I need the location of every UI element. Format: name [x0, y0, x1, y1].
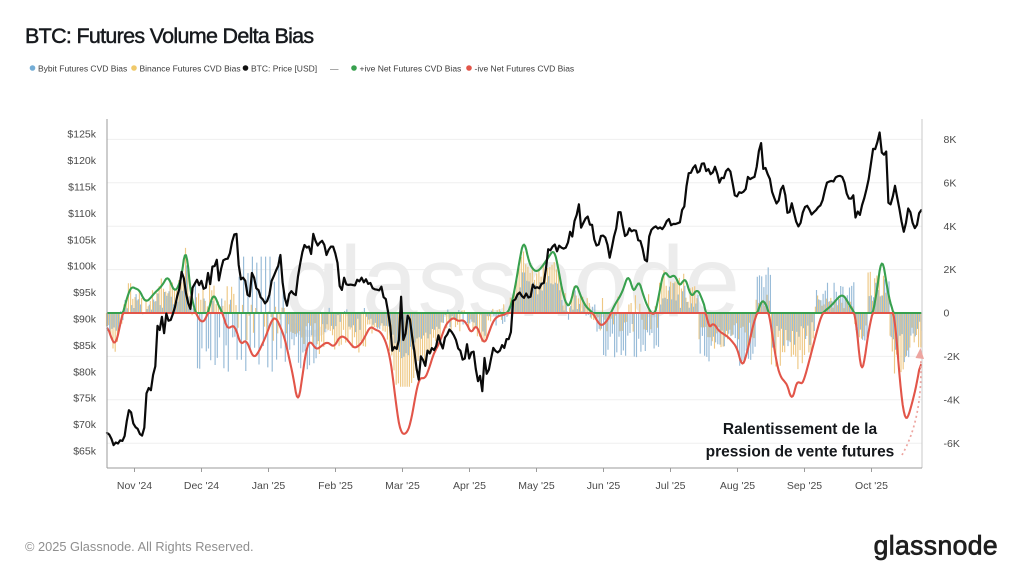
svg-text:glassnode: glassnode: [874, 531, 998, 561]
svg-text:$75k: $75k: [73, 393, 97, 405]
svg-text:0: 0: [944, 308, 950, 320]
svg-text:Jul '25: Jul '25: [655, 480, 685, 492]
svg-text:Ralentissement de la: Ralentissement de la: [723, 421, 878, 438]
svg-text:6K: 6K: [944, 177, 957, 189]
svg-text:BTC: Price [USD]: BTC: Price [USD]: [251, 64, 317, 74]
svg-text:$65k: $65k: [73, 446, 97, 458]
svg-text:+ive Net Futures CVD Bias: +ive Net Futures CVD Bias: [360, 64, 462, 74]
svg-text:Jun '25: Jun '25: [587, 480, 621, 492]
svg-text:Nov '24: Nov '24: [117, 480, 152, 492]
svg-text:© 2025 Glassnode. All Rights R: © 2025 Glassnode. All Rights Reserved.: [25, 539, 254, 554]
svg-text:$95k: $95k: [73, 287, 97, 299]
svg-text:-4K: -4K: [944, 394, 960, 406]
svg-text:Feb '25: Feb '25: [318, 480, 353, 492]
svg-text:-2K: -2K: [944, 351, 960, 363]
svg-text:$90k: $90k: [73, 314, 97, 326]
svg-text:$125k: $125k: [67, 129, 96, 141]
svg-text:Sep '25: Sep '25: [787, 480, 822, 492]
svg-text:$70k: $70k: [73, 419, 97, 431]
svg-text:$120k: $120k: [67, 155, 96, 167]
svg-text:Mar '25: Mar '25: [385, 480, 420, 492]
svg-text:Oct '25: Oct '25: [855, 480, 888, 492]
svg-text:Bybit Futures CVD Bias: Bybit Futures CVD Bias: [38, 64, 127, 74]
svg-text:8K: 8K: [944, 134, 957, 146]
svg-text:$110k: $110k: [68, 208, 97, 220]
svg-text:Dec '24: Dec '24: [184, 480, 219, 492]
svg-text:$85k: $85k: [73, 340, 97, 352]
svg-text:Apr '25: Apr '25: [453, 480, 486, 492]
svg-text:Jan '25: Jan '25: [252, 480, 286, 492]
svg-text:pression de vente futures: pression de vente futures: [706, 444, 895, 461]
svg-text:-ive Net Futures CVD Bias: -ive Net Futures CVD Bias: [475, 64, 575, 74]
svg-text:Binance Futures CVD Bias: Binance Futures CVD Bias: [140, 64, 241, 74]
svg-text:2K: 2K: [944, 264, 957, 276]
svg-text:May '25: May '25: [518, 480, 555, 492]
svg-text:—: —: [330, 64, 339, 74]
svg-text:4K: 4K: [944, 221, 957, 233]
svg-text:$100k: $100k: [67, 261, 96, 273]
svg-text:-6K: -6K: [944, 438, 960, 450]
svg-text:Aug '25: Aug '25: [720, 480, 755, 492]
svg-text:$105k: $105k: [67, 234, 96, 246]
svg-text:$80k: $80k: [73, 366, 97, 378]
svg-text:$115k: $115k: [68, 182, 97, 194]
svg-text:BTC: Futures Volume Delta Bias: BTC: Futures Volume Delta Bias: [25, 24, 313, 48]
